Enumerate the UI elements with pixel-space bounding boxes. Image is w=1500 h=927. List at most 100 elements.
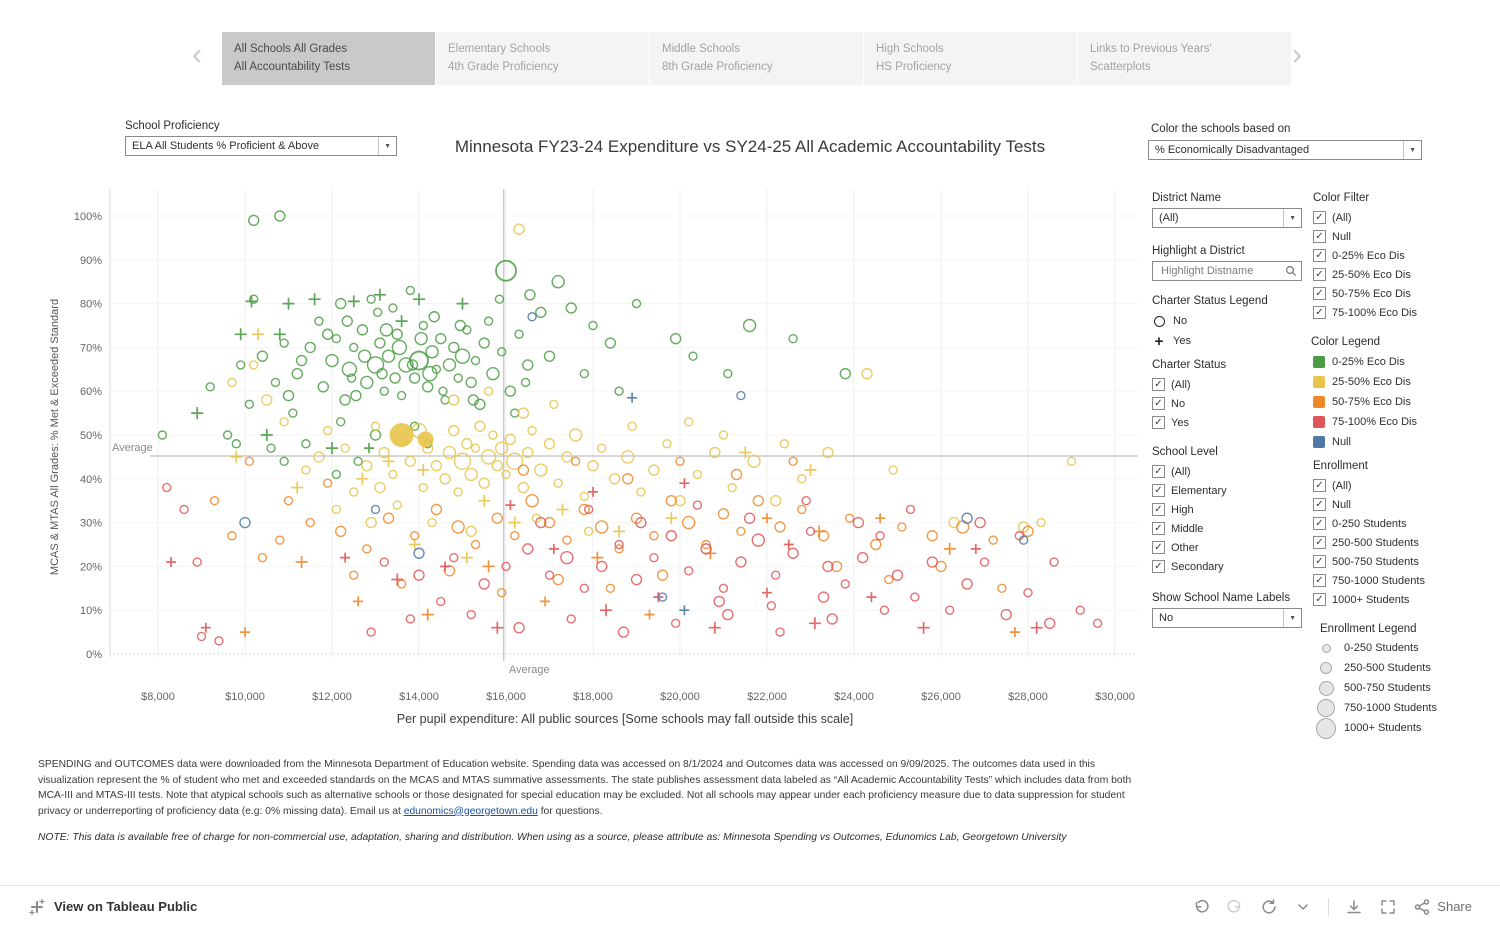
school-point[interactable]: [256, 350, 269, 362]
school-point[interactable]: [688, 351, 698, 361]
school-point[interactable]: [736, 526, 746, 537]
school-point[interactable]: [336, 417, 346, 427]
school-point[interactable]: [961, 512, 973, 524]
school-point[interactable]: [454, 348, 471, 364]
school-point[interactable]: [321, 328, 334, 340]
checkbox-yes[interactable]: ✓ Yes: [1152, 413, 1191, 432]
school-point[interactable]: [579, 583, 589, 593]
school-point[interactable]: [488, 430, 498, 440]
series-0-25-eco-dis[interactable]: [157, 210, 851, 480]
school-point[interactable]: [346, 373, 357, 383]
school-point[interactable]: [910, 592, 920, 602]
redo-icon[interactable]: [1226, 898, 1244, 916]
school-point[interactable]: [926, 530, 938, 542]
series-null[interactable]: [239, 312, 1029, 616]
checkbox-null[interactable]: ✓ Null: [1313, 227, 1417, 246]
school-point[interactable]: [376, 367, 388, 380]
school-point[interactable]: [448, 424, 460, 437]
school-point[interactable]: [743, 512, 756, 524]
school-point[interactable]: [353, 596, 364, 607]
school-point[interactable]: [462, 325, 472, 335]
school-point[interactable]: [543, 516, 556, 529]
school-point[interactable]: [322, 478, 333, 488]
school-point[interactable]: [496, 587, 507, 598]
color-legend-item-null[interactable]: Null: [1313, 432, 1417, 452]
school-point[interactable]: [340, 443, 350, 453]
school-point[interactable]: [979, 557, 990, 567]
school-point[interactable]: [736, 390, 746, 401]
school-point[interactable]: [391, 339, 408, 356]
school-point[interactable]: [453, 452, 472, 470]
school-point[interactable]: [508, 516, 521, 529]
checkbox-25-50-eco-dis[interactable]: ✓ 25-50% Eco Dis: [1313, 265, 1417, 284]
school-point[interactable]: [870, 538, 882, 551]
school-point[interactable]: [356, 324, 369, 336]
school-point[interactable]: [665, 530, 677, 542]
school-point[interactable]: [997, 583, 1007, 593]
school-point[interactable]: [866, 592, 877, 603]
school-point[interactable]: [430, 459, 443, 472]
school-point[interactable]: [227, 531, 237, 541]
school-point[interactable]: [464, 467, 478, 482]
school-point[interactable]: [291, 481, 304, 494]
school-point[interactable]: [349, 570, 359, 580]
school-point[interactable]: [692, 500, 703, 510]
school-point[interactable]: [398, 357, 414, 373]
school-point[interactable]: [491, 459, 503, 472]
school-point[interactable]: [240, 627, 250, 638]
school-proficiency-select[interactable]: ELA All Students % Proficient & Above ▼: [125, 136, 397, 156]
school-point[interactable]: [905, 504, 916, 515]
school-point[interactable]: [494, 441, 509, 455]
school-point[interactable]: [244, 399, 255, 410]
school-point[interactable]: [709, 446, 721, 459]
school-point[interactable]: [788, 333, 798, 344]
school-point[interactable]: [510, 408, 520, 418]
tabs-scroll-right-icon[interactable]: ›: [1292, 38, 1302, 71]
school-point[interactable]: [604, 337, 617, 349]
school-point[interactable]: [595, 520, 609, 534]
school-point[interactable]: [449, 552, 459, 563]
school-point[interactable]: [435, 332, 447, 345]
school-point[interactable]: [891, 569, 904, 581]
school-point[interactable]: [670, 618, 681, 629]
school-point[interactable]: [438, 386, 448, 396]
school-point[interactable]: [417, 431, 434, 448]
color-by-select[interactable]: % Economically Disadvantaged ▼: [1148, 140, 1422, 160]
school-point[interactable]: [366, 627, 376, 637]
school-point[interactable]: [430, 503, 443, 516]
school-point[interactable]: [917, 621, 930, 634]
school-point[interactable]: [362, 544, 372, 554]
school-point[interactable]: [844, 513, 855, 523]
school-point[interactable]: [295, 354, 308, 367]
school-point[interactable]: [413, 547, 425, 559]
school-point[interactable]: [314, 316, 324, 326]
school-point[interactable]: [636, 487, 646, 497]
school-point[interactable]: [161, 482, 172, 493]
school-point[interactable]: [478, 337, 490, 349]
school-point[interactable]: [230, 450, 243, 463]
school-point[interactable]: [406, 359, 419, 371]
checkbox-0-25-eco-dis[interactable]: ✓ 0-25% Eco Dis: [1313, 246, 1417, 265]
school-point[interactable]: [522, 446, 534, 459]
school-point[interactable]: [431, 364, 442, 375]
tab-middle-schools[interactable]: Middle Schools 8th Grade Proficiency: [650, 32, 863, 85]
school-point[interactable]: [943, 542, 956, 555]
school-point[interactable]: [366, 294, 376, 304]
school-point[interactable]: [656, 569, 669, 581]
school-point[interactable]: [418, 320, 429, 331]
checkbox-0-250-students[interactable]: ✓ 0-250 Students: [1313, 514, 1425, 533]
school-point[interactable]: [391, 328, 403, 340]
school-point[interactable]: [395, 315, 408, 328]
school-point[interactable]: [474, 398, 486, 411]
school-point[interactable]: [470, 355, 481, 366]
school-point[interactable]: [396, 390, 407, 401]
school-point[interactable]: [389, 423, 414, 447]
school-point[interactable]: [486, 366, 500, 381]
school-point[interactable]: [247, 214, 260, 227]
school-point[interactable]: [1030, 621, 1043, 634]
school-point[interactable]: [675, 456, 685, 466]
school-point[interactable]: [279, 338, 289, 348]
school-point[interactable]: [480, 449, 497, 465]
checkbox-other[interactable]: ✓ Other: [1152, 538, 1227, 557]
school-point[interactable]: [735, 556, 747, 568]
